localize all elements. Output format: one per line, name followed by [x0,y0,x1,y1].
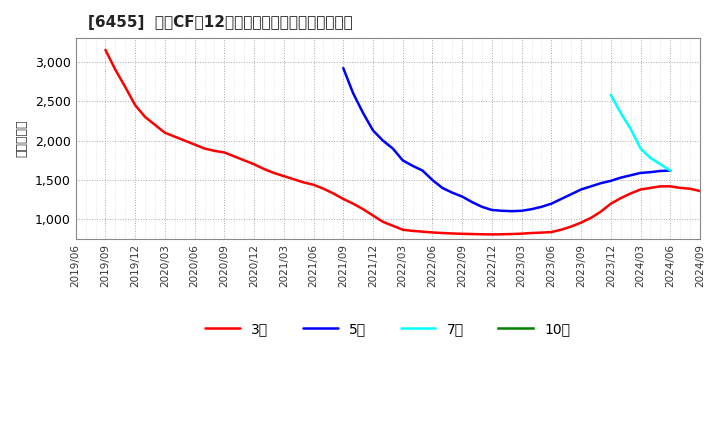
5年 [527,206,536,212]
5年 [587,183,595,189]
Text: [6455]  投賄CFの12か月移動合計の標準偏差の推移: [6455] 投賄CFの12か月移動合計の標準偏差の推移 [88,15,353,30]
5年 [477,204,486,209]
5年 [646,169,654,175]
5年 [626,172,635,178]
7年 [636,146,645,151]
5年 [656,169,665,174]
5年 [547,201,556,206]
5年 [557,196,566,202]
7年 [666,168,675,173]
3年 [309,182,318,187]
Line: 7年: 7年 [611,95,670,171]
7年 [626,126,635,132]
3年 [696,188,704,194]
7年 [616,110,625,116]
7年 [606,92,615,98]
5年 [408,163,417,169]
Line: 3年: 3年 [105,50,700,235]
3年 [220,150,229,155]
5年 [359,110,367,116]
5年 [616,175,625,180]
5年 [468,199,477,205]
7年 [646,155,654,161]
5年 [339,66,348,71]
5年 [577,187,585,192]
5年 [369,128,377,133]
5年 [389,146,397,151]
5年 [348,91,357,96]
Y-axis label: （百万円）: （百万円） [15,120,28,158]
7年 [656,161,665,167]
3年 [418,229,427,235]
5年 [517,208,526,213]
5年 [379,138,387,143]
5年 [428,177,437,183]
3年 [487,232,496,237]
5年 [498,208,506,213]
3年 [626,191,635,196]
5年 [508,209,516,214]
5年 [398,158,407,163]
5年 [458,194,467,199]
Legend: 3年, 5年, 7年, 10年: 3年, 5年, 7年, 10年 [200,316,576,341]
5年 [448,190,456,195]
5年 [487,207,496,213]
5年 [438,185,446,191]
5年 [606,178,615,183]
3年 [101,47,109,52]
5年 [537,204,546,209]
5年 [597,180,606,186]
5年 [636,170,645,176]
3年 [240,158,248,163]
Line: 5年: 5年 [343,68,670,211]
5年 [567,191,575,197]
3年 [458,231,467,236]
5年 [418,168,427,173]
5年 [666,168,675,173]
